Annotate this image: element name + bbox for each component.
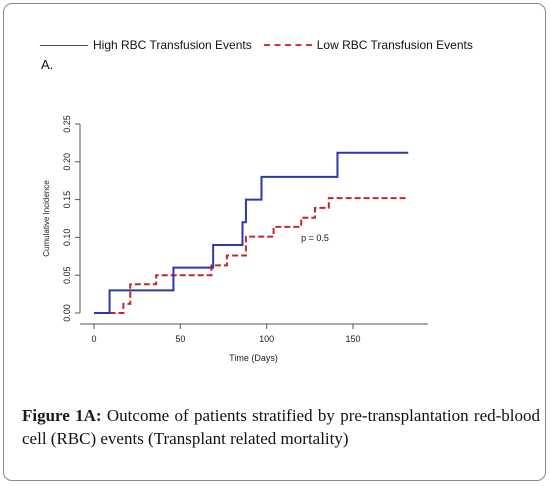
chart-legend: High RBC Transfusion Events Low RBC Tran… xyxy=(40,37,485,53)
series-line-high xyxy=(94,151,409,314)
p-value-annotation: p = 0.5 xyxy=(301,233,329,243)
y-tick-label: 0.05 xyxy=(62,266,72,284)
legend-label-low: Low RBC Transfusion Events xyxy=(316,38,473,52)
legend-swatch-low xyxy=(263,44,312,46)
chart-axes xyxy=(75,123,428,329)
y-tick-label: 0.10 xyxy=(62,229,72,247)
y-tick-label: 0.20 xyxy=(62,153,72,171)
caption-label: Figure 1A: xyxy=(22,406,102,425)
legend-swatch-high xyxy=(40,44,88,46)
panel-label: A. xyxy=(41,57,54,72)
x-axis-label: Time (Days) xyxy=(229,353,278,363)
figure-frame xyxy=(3,3,546,481)
y-tick-label: 0.25 xyxy=(62,115,72,133)
chart-labels: 0 50 100 150 0.00 0.05 0.10 0.15 0.20 0.25 Time (D… xyxy=(42,115,361,363)
x-tick-label: 50 xyxy=(175,334,185,344)
legend-label-high: High RBC Transfusion Events xyxy=(93,38,252,52)
y-axis-label: Cumulative Incidence xyxy=(42,180,51,257)
caption-text: Outcome of patients stratified by pre-tr… xyxy=(22,406,540,448)
cumulative-incidence-chart: 0 50 100 150 0.00 0.05 0.10 0.15 0.20 0.25 Time (D… xyxy=(42,115,428,363)
legend-entry-low: Low RBC Transfusion Events xyxy=(263,38,473,52)
x-tick-label: 0 xyxy=(91,334,96,344)
figure-caption: Figure 1A: Outcome of patients stratifie… xyxy=(22,404,540,450)
chart-series xyxy=(94,151,409,314)
x-tick-label: 100 xyxy=(259,334,274,344)
x-tick-label: 150 xyxy=(345,334,360,344)
y-tick-label: 0.00 xyxy=(62,304,72,322)
y-tick-label: 0.15 xyxy=(62,191,72,209)
series-line-low xyxy=(109,197,409,314)
legend-entry-high: High RBC Transfusion Events xyxy=(40,38,252,52)
